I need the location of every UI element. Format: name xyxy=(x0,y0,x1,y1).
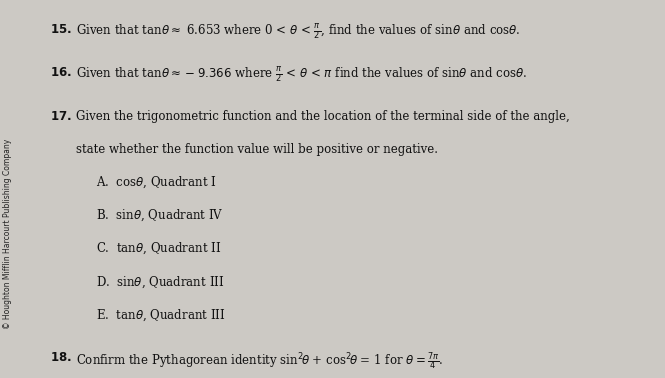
Text: Given that tan$\theta \approx -9.366$ where $\frac{\pi}{2}$ < $\theta$ < $\pi$ f: Given that tan$\theta \approx -9.366$ wh… xyxy=(76,66,527,85)
Text: D.  sin$\theta$, Quadrant III: D. sin$\theta$, Quadrant III xyxy=(96,274,225,290)
Text: $\mathbf{15.}$: $\mathbf{15.}$ xyxy=(50,23,72,36)
Text: Given the trigonometric function and the location of the terminal side of the an: Given the trigonometric function and the… xyxy=(76,110,570,122)
Text: A.  cos$\theta$, Quadrant I: A. cos$\theta$, Quadrant I xyxy=(96,175,217,190)
Text: B.  sin$\theta$, Quadrant IV: B. sin$\theta$, Quadrant IV xyxy=(96,208,224,223)
Text: $\mathbf{17.}$: $\mathbf{17.}$ xyxy=(50,110,72,122)
Text: Given that tan$\theta \approx$ 6.653 where 0 < $\theta$ < $\frac{\pi}{2}$, find : Given that tan$\theta \approx$ 6.653 whe… xyxy=(76,23,521,42)
Text: E.  tan$\theta$, Quadrant III: E. tan$\theta$, Quadrant III xyxy=(96,308,226,323)
Text: © Houghton Mifflin Harcourt Publishing Company: © Houghton Mifflin Harcourt Publishing C… xyxy=(3,139,12,330)
Text: C.  tan$\theta$, Quadrant II: C. tan$\theta$, Quadrant II xyxy=(96,241,221,257)
Text: $\mathbf{18.}$: $\mathbf{18.}$ xyxy=(50,351,72,364)
Text: $\mathbf{16.}$: $\mathbf{16.}$ xyxy=(50,66,72,79)
Text: state whether the function value will be positive or negative.: state whether the function value will be… xyxy=(76,143,438,156)
Text: Confirm the Pythagorean identity sin$^2\!\theta$ + cos$^2\!\theta$ = 1 for $\the: Confirm the Pythagorean identity sin$^2\… xyxy=(76,351,444,372)
